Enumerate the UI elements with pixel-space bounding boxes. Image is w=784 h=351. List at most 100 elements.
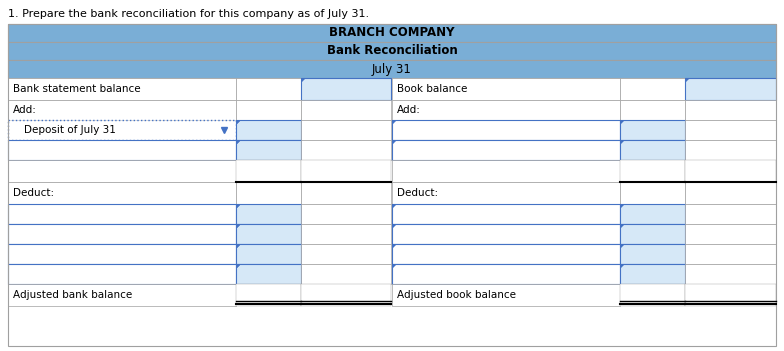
Bar [685,78,776,100]
Bar [301,204,391,224]
Bar [620,244,685,264]
Bar [685,182,776,204]
Bar [301,160,391,182]
Bar [301,284,391,306]
Text: BRANCH COMPANY: BRANCH COMPANY [329,26,455,40]
Bar [392,120,620,140]
Bar [301,120,391,140]
Bar [8,42,776,60]
Text: Adjusted bank balance: Adjusted bank balance [13,290,132,300]
Bar [685,160,776,182]
Bar [392,224,620,244]
Text: Book balance: Book balance [397,84,467,94]
Polygon shape [620,264,625,269]
Text: July 31: July 31 [372,62,412,75]
Polygon shape [620,244,625,249]
Bar [392,204,620,224]
Bar [8,224,236,244]
Bar [301,264,391,284]
Polygon shape [236,204,241,209]
Polygon shape [392,204,397,209]
Bar [392,140,620,160]
Polygon shape [685,78,690,83]
Polygon shape [236,264,241,269]
Bar [620,78,685,100]
Polygon shape [620,140,625,145]
Bar [8,60,776,78]
Polygon shape [392,224,397,229]
Polygon shape [236,204,241,209]
Bar [8,264,236,284]
Bar [392,264,620,284]
Bar [236,78,301,100]
Bar [236,140,301,160]
Bar [301,224,391,244]
Bar [620,264,685,284]
Text: Bank Reconciliation: Bank Reconciliation [327,45,457,58]
Polygon shape [620,120,625,125]
Bar [620,140,685,160]
Polygon shape [236,120,241,125]
Bar [236,224,301,244]
Bar [301,182,391,204]
Polygon shape [620,204,625,209]
Polygon shape [392,120,397,125]
Text: Bank statement balance: Bank statement balance [13,84,140,94]
Polygon shape [392,244,397,249]
Bar [685,204,776,224]
Bar [392,78,620,100]
Polygon shape [301,78,306,83]
Bar [301,140,391,160]
Bar [685,100,776,120]
Polygon shape [236,244,241,249]
Bar [685,140,776,160]
Bar [392,100,620,120]
Bar [8,140,236,160]
Bar [620,204,685,224]
Polygon shape [236,244,241,249]
Bar [236,182,301,204]
Polygon shape [236,140,241,145]
Text: Adjusted book balance: Adjusted book balance [397,290,516,300]
Bar [620,182,685,204]
Bar [301,244,391,264]
Bar [236,100,301,120]
Bar [236,204,301,224]
Bar [685,264,776,284]
Bar [685,244,776,264]
Bar [236,284,301,306]
Bar [8,78,236,100]
Bar [392,244,620,264]
Bar [301,100,391,120]
Text: Deposit of July 31: Deposit of July 31 [24,125,116,135]
Polygon shape [236,224,241,229]
Bar [8,120,236,140]
Polygon shape [392,264,397,269]
Text: 1. Prepare the bank reconciliation for this company as of July 31.: 1. Prepare the bank reconciliation for t… [8,9,369,19]
Bar [620,100,685,120]
Text: Deduct:: Deduct: [13,188,54,198]
Bar [685,224,776,244]
Bar [620,120,685,140]
Bar [236,244,301,264]
Text: Add:: Add: [397,105,421,115]
Bar [301,78,391,100]
Bar [392,160,620,182]
Bar [8,244,236,264]
Polygon shape [392,140,397,145]
Polygon shape [236,264,241,269]
Bar [236,120,301,140]
Polygon shape [620,224,625,229]
Bar [620,224,685,244]
Text: Add:: Add: [13,105,37,115]
Bar [8,100,236,120]
Polygon shape [236,140,241,145]
Bar [685,120,776,140]
Text: Deduct:: Deduct: [397,188,438,198]
Polygon shape [236,120,241,125]
Bar [8,160,236,182]
Bar [392,284,620,306]
Bar [8,182,236,204]
Bar [8,204,236,224]
Polygon shape [236,224,241,229]
